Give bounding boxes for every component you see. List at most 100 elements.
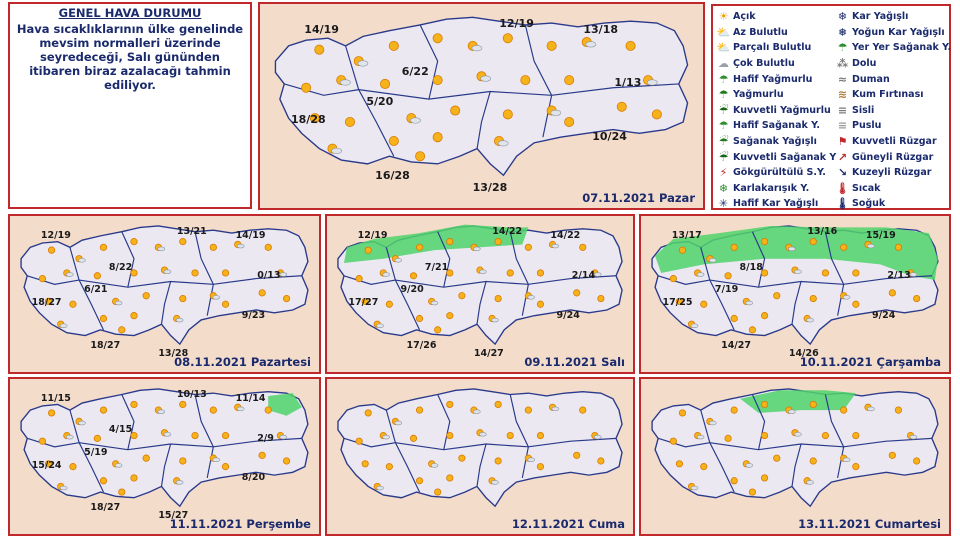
sun-icon — [700, 300, 708, 308]
sun-icon — [99, 314, 108, 323]
sun-icon — [130, 312, 138, 320]
sun-icon — [669, 437, 677, 445]
rain-area — [343, 224, 529, 263]
region-border — [343, 275, 396, 285]
sun-icon — [75, 417, 86, 426]
region-border — [395, 437, 617, 451]
sun-icon — [99, 477, 108, 485]
temperature-label: 14/22 — [550, 230, 581, 242]
sun-icon — [44, 297, 53, 306]
sun-icon — [282, 294, 291, 303]
sun-icon — [432, 75, 443, 86]
sun-icon — [809, 238, 817, 246]
sun-icon — [852, 300, 860, 308]
region-border — [476, 281, 487, 325]
sun-icon — [379, 431, 390, 440]
sun-icon — [385, 463, 393, 471]
sun-icon — [391, 255, 403, 263]
legend-label: Hafif Kar Yağışlı — [733, 198, 819, 210]
sun-icon — [760, 431, 769, 440]
temperature-label: 8/22 — [108, 261, 133, 273]
temperature-label: 11/14 — [235, 393, 266, 405]
temperature-label: 14/26 — [788, 348, 819, 360]
sun-icon — [446, 238, 454, 246]
region-border — [791, 443, 802, 487]
temperature-label: 15/19 — [865, 230, 896, 242]
map-panel-day-5: 11.11.2021 Perşembe 11/15 10/13 11/14 2/9 4/… — [8, 377, 321, 536]
sun-icon — [616, 101, 627, 112]
sun-icon — [821, 269, 830, 277]
sun-icon — [888, 451, 896, 459]
sun-icon — [476, 429, 487, 437]
region-border — [476, 91, 491, 149]
sun-icon — [803, 314, 814, 323]
legend-label: Kuzeyli Rüzgar — [852, 167, 932, 179]
legend-item: ☂ Hafif Yağmurlu — [717, 71, 836, 87]
temperature-label: 12/19 — [499, 17, 534, 31]
sandstorm-icon: ≋ — [837, 88, 848, 102]
sun-icon — [724, 272, 732, 280]
sun-icon — [282, 457, 291, 465]
sun-icon — [476, 71, 492, 82]
sun-icon — [506, 431, 514, 440]
sun-icon — [678, 246, 687, 254]
sun-icon — [494, 238, 502, 246]
cold-icon: 🌡 — [835, 197, 850, 211]
region-border — [69, 409, 105, 493]
legend-label: Hafif Sağanak Y. — [733, 120, 821, 132]
sun-icon — [785, 243, 796, 252]
region-border — [121, 394, 135, 450]
legend-item: ☁ Çok Bulutlu — [717, 56, 836, 72]
sun-icon — [142, 454, 150, 462]
legend-label: Hafif Yağmurlu — [733, 73, 813, 85]
region-border — [160, 281, 172, 325]
temperature-label: 18/28 — [291, 112, 326, 126]
legend-item: ⛅ Parçalı Bulutlu — [717, 40, 836, 56]
turkey-map — [651, 225, 939, 346]
sun-icon — [118, 488, 126, 496]
sun-icon — [364, 246, 372, 254]
sun-icon: ☀ — [718, 10, 729, 24]
sun-icon — [597, 457, 605, 465]
legend-item: ☔ Sağanak Yağışlı — [717, 134, 836, 150]
legend-item: ⚑ Kuvvetli Rüzgar — [836, 134, 951, 150]
region-border — [419, 24, 439, 100]
sun-icon — [99, 406, 108, 414]
map-panel-day-1: 07.11.2021 Pazar 14/19 12/19 13/18 1/13 6/22… — [258, 2, 705, 210]
sun-icon — [470, 243, 481, 252]
sun-icon — [276, 269, 288, 277]
region-border — [824, 231, 845, 316]
region-border — [709, 275, 932, 288]
sun-icon — [502, 33, 513, 44]
temperature-label: 8/20 — [241, 472, 266, 484]
legend-label: Dolu — [852, 58, 877, 70]
temperature-label: 9/24 — [556, 309, 580, 321]
sun-icon — [675, 460, 684, 468]
legend-item: ☂ Yağmurlu — [717, 87, 836, 103]
map-panel-day-3: 09.11.2021 Salı 12/19 14/22 14/22 2/14 7/21 9… — [325, 214, 635, 374]
temperature-label: 11/15 — [40, 393, 71, 405]
sun-icon — [536, 300, 545, 308]
temperature-label: 9/24 — [872, 309, 896, 321]
sun-icon — [38, 275, 47, 283]
legend-label: Puslu — [852, 120, 882, 132]
sun-icon — [409, 434, 418, 442]
temperature-label: 15/24 — [31, 459, 62, 471]
sun-icon — [406, 113, 421, 124]
temperature-label: 2/14 — [571, 270, 596, 282]
sun-icon — [864, 403, 875, 412]
sun-icon — [415, 406, 424, 414]
sun-icon — [44, 460, 53, 468]
sun-icon — [458, 454, 466, 462]
legend-label: Yoğun Kar Yağışlı — [852, 26, 945, 38]
sun-icon — [258, 451, 266, 459]
region-border — [395, 275, 617, 288]
sun-icon — [730, 314, 738, 323]
sun-icon — [913, 457, 921, 465]
temperature-label: 4/15 — [108, 424, 133, 436]
sun-icon — [301, 82, 312, 93]
region-border — [700, 409, 735, 493]
sun-icon — [130, 400, 138, 409]
forecast-heading: GENEL HAVA DURUMU — [58, 6, 202, 20]
rain-icon: ☂ — [718, 88, 729, 102]
